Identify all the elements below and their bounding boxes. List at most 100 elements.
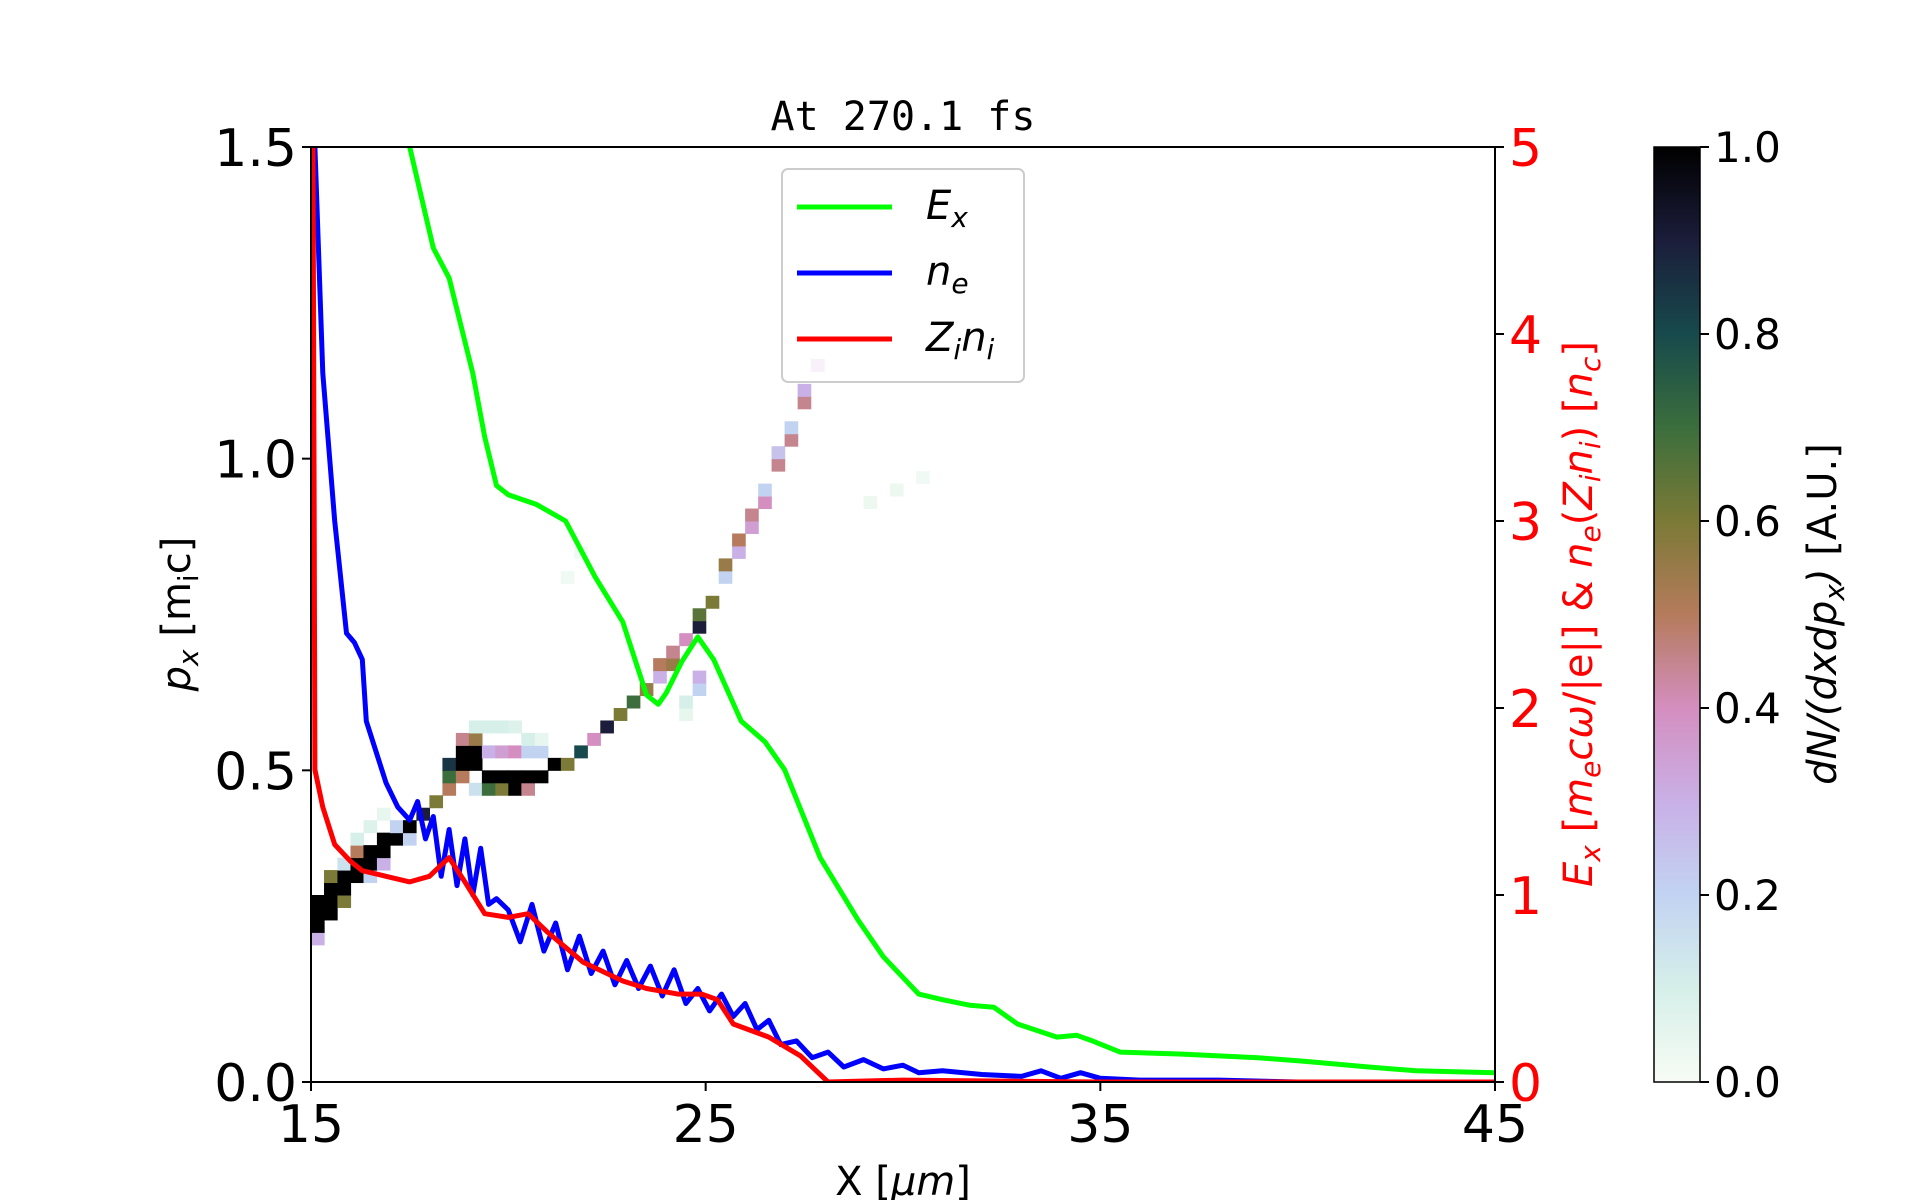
heatmap-cell (587, 732, 601, 746)
heatmap-cell (376, 807, 391, 821)
heatmap-cell (468, 732, 483, 746)
label-segment: dN/(dxdp (1800, 601, 1846, 785)
label-segment: [A.U.] (1800, 443, 1846, 568)
heatmap-cell (692, 683, 707, 697)
heatmap-cell (732, 545, 746, 559)
heatmap-cell (442, 770, 457, 784)
heatmap-cell (495, 782, 509, 796)
heatmap-cell (468, 745, 483, 759)
y2-tick-label: 2 (1509, 680, 1542, 740)
heatmap-cell (468, 757, 483, 771)
label-segment: X [ (835, 1159, 891, 1200)
series-lines (311, 147, 1495, 1082)
label-segment: x (1574, 845, 1607, 863)
heatmap-cell (574, 745, 588, 759)
heatmap-cell (679, 695, 693, 709)
heatmap-cell (784, 421, 799, 435)
heatmap-cell (495, 745, 509, 759)
heatmap-cell (745, 521, 759, 534)
heatmap-cell (521, 782, 535, 796)
colorbar (1653, 146, 1701, 1083)
heatmap-cell (389, 820, 404, 834)
heatmap-cell (705, 595, 720, 609)
heatmap-cell (613, 708, 628, 721)
y2-tick-label: 5 (1509, 119, 1542, 179)
heatmap-cell (745, 508, 759, 522)
heatmap-cell (508, 770, 522, 784)
heatmap-cell (771, 458, 786, 472)
series-line-z_in_i (311, 147, 1495, 1082)
y-tick-label: 0.5 (214, 742, 297, 802)
label-segment: n (1556, 449, 1602, 474)
label-segment: e (1574, 525, 1607, 542)
label-segment: cω (1556, 705, 1602, 761)
heatmap-cell (797, 383, 812, 397)
colorbar-tick-label: 0.4 (1714, 684, 1781, 733)
label-segment: i (953, 333, 961, 366)
heatmap-cell (324, 870, 338, 884)
x-tick-label: 35 (1067, 1095, 1133, 1155)
chart-title: At 270.1 fs (771, 94, 1036, 140)
y2-tick-label: 1 (1509, 867, 1542, 927)
heatmap-cell (679, 633, 693, 647)
label-segment: n (926, 249, 951, 295)
heatmap-cell (455, 745, 470, 759)
heatmap-cell (560, 757, 575, 771)
y2-axis-label: Ex [mecω/|e|] & ne(Zini) [nc] (1556, 341, 1607, 887)
label-segment: i (1574, 474, 1607, 482)
heatmap-cell (468, 720, 483, 734)
legend-box (781, 168, 1025, 383)
heatmap-cell (889, 483, 904, 497)
label-segment: e (951, 267, 968, 300)
heatmap-cell (718, 558, 733, 572)
x-axis: 15 25 35 45 (278, 1082, 1528, 1155)
heatmap-cell (534, 732, 549, 746)
label-segment: ] (1556, 341, 1602, 357)
legend-label-z_in_i: Zini (925, 315, 995, 366)
heatmap-cell (758, 483, 772, 497)
x-tick-label: 15 (278, 1095, 344, 1155)
x-axis-label: X [μm] (835, 1159, 971, 1200)
heatmap-cell (626, 695, 641, 709)
heatmap-cell (376, 845, 391, 859)
heatmap-cell (863, 496, 878, 510)
heatmap-cell (442, 782, 457, 796)
y-axis-label: px [mic] (154, 537, 205, 693)
heatmap-cell (784, 433, 799, 447)
heatmap-cell (521, 770, 535, 784)
label-segment: Z (1556, 481, 1602, 511)
heatmap-cell (481, 770, 496, 784)
label-segment: ) [ (1556, 397, 1602, 441)
heatmap-cell (468, 782, 483, 796)
heatmap-cell (692, 608, 707, 622)
heatmap-cell (337, 870, 352, 884)
heatmap-cell (442, 757, 457, 771)
heatmap-cell (692, 670, 707, 684)
label-segment: n (1556, 542, 1602, 567)
heatmap-cell (916, 471, 930, 485)
heatmap-cell (402, 820, 417, 834)
y2-tick-label: 3 (1509, 493, 1542, 553)
heatmap-cell (679, 708, 693, 721)
x-tick-label: 45 (1462, 1095, 1528, 1155)
heatmap-cell (311, 895, 325, 908)
y-tick-label: 1.0 (214, 431, 297, 491)
heatmap-cell (324, 882, 338, 896)
colorbar-tick-label: 0.8 (1714, 310, 1781, 359)
label-segment: μm (890, 1159, 955, 1200)
y-axis-right: 0 1 2 3 4 5 (1495, 119, 1542, 1114)
label-segment: n (1556, 372, 1602, 397)
heatmap-cell (376, 857, 391, 871)
heatmap-cell (337, 882, 352, 896)
heatmap-cell (534, 745, 549, 759)
label-segment: E (926, 183, 952, 229)
label-segment: c (1574, 356, 1607, 372)
heatmap-cell (337, 895, 352, 908)
heatmap-cell (350, 870, 365, 884)
heatmap-cell (363, 857, 378, 871)
y-axis-left: 0.0 0.5 1.0 1.5 (214, 119, 311, 1114)
y2-tick-label: 0 (1509, 1054, 1542, 1114)
heatmap-cell (692, 620, 707, 634)
label-segment: c] (154, 537, 200, 575)
heatmap-cell (495, 770, 509, 784)
